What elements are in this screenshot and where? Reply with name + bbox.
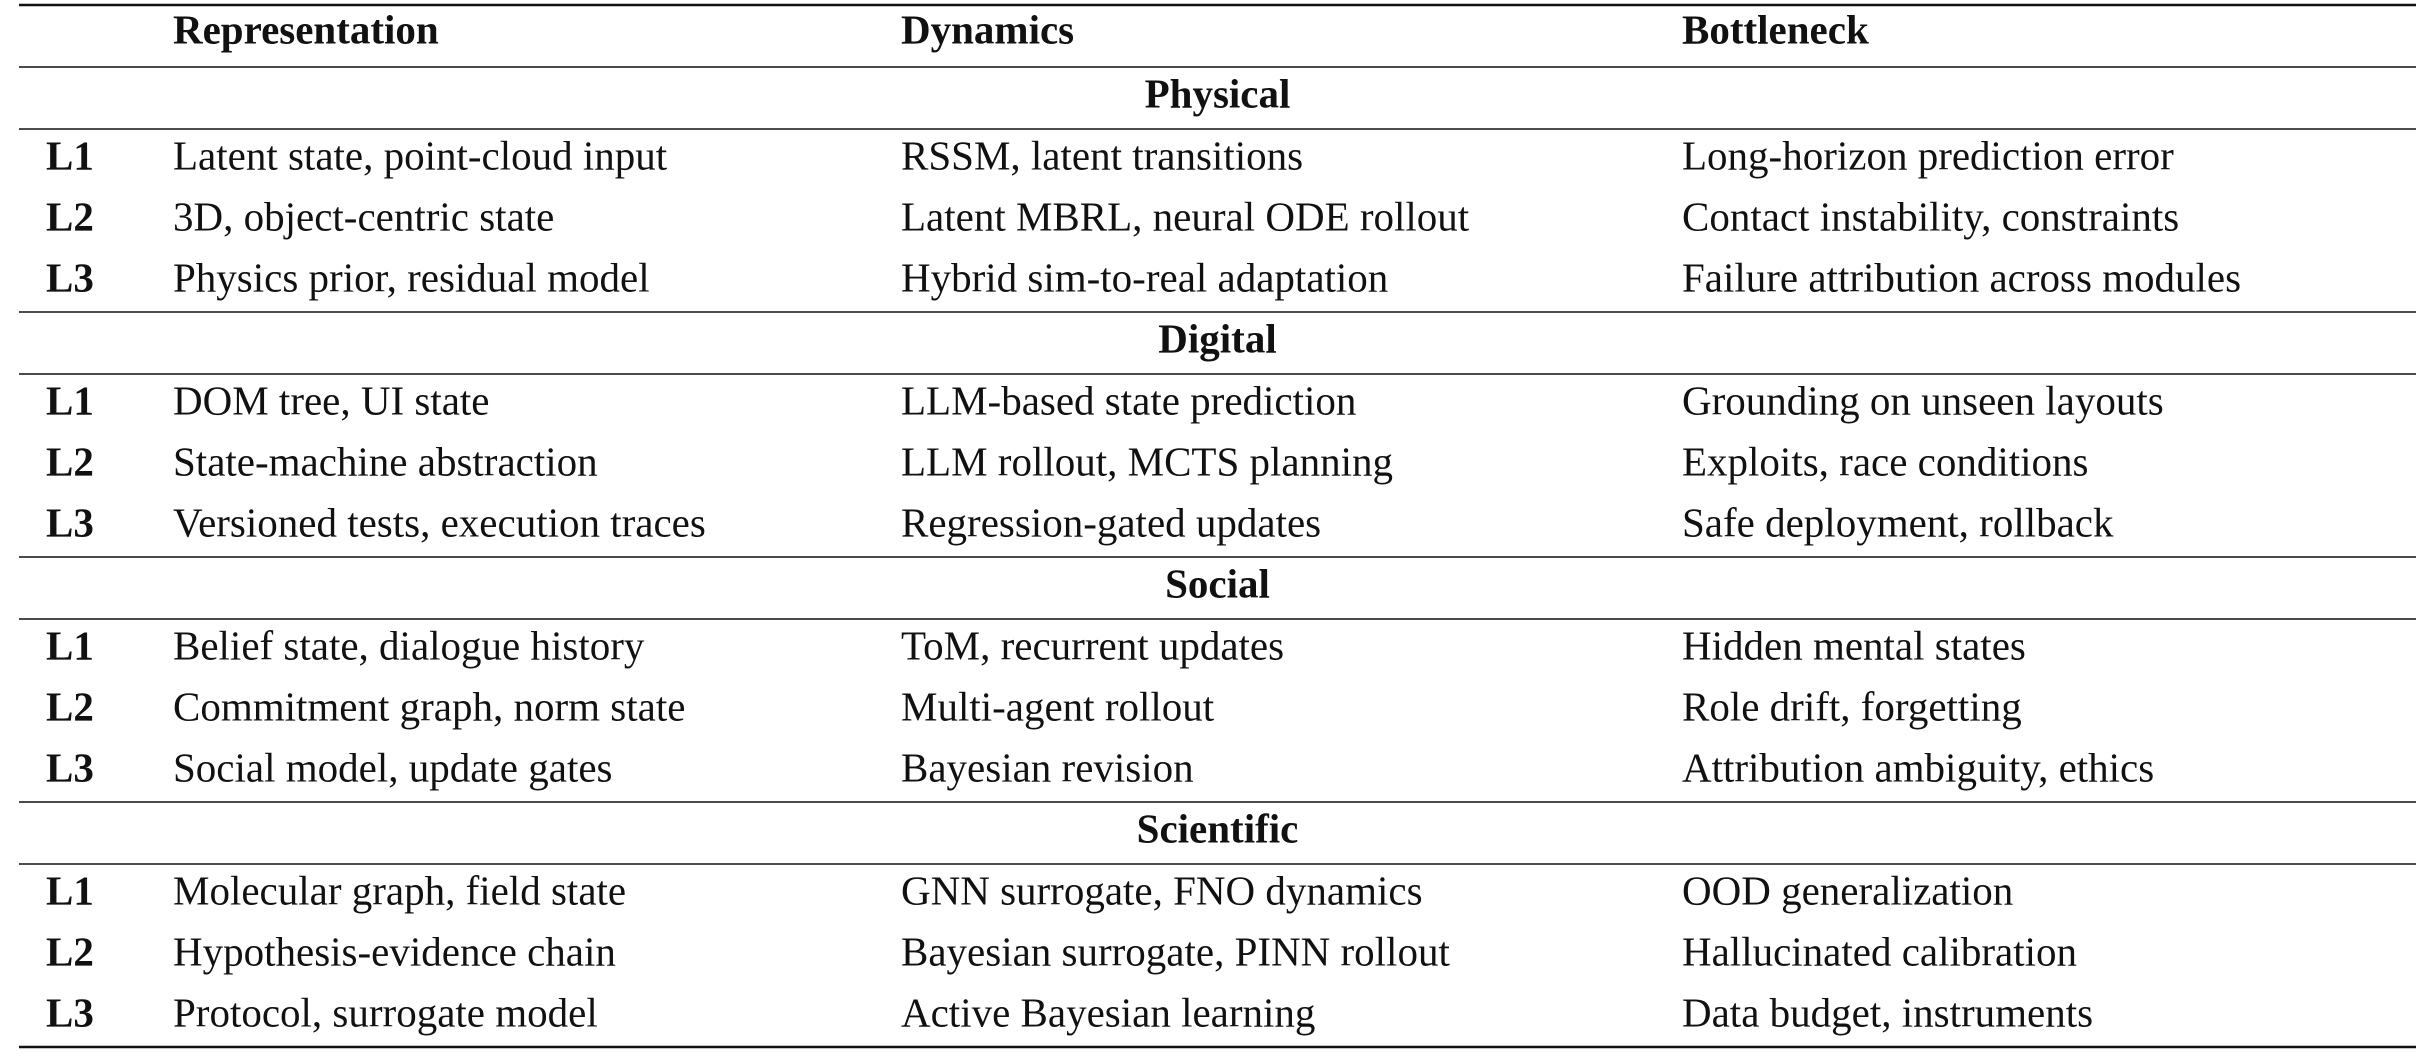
- cell: Failure attribution across modules: [1682, 254, 2241, 300]
- cell: OOD generalization: [1682, 867, 2013, 913]
- column-header: Representation: [173, 6, 439, 52]
- cell: Bayesian surrogate, PINN rollout: [901, 928, 1450, 974]
- row-level: L1: [46, 867, 94, 913]
- cell: DOM tree, UI state: [173, 377, 490, 423]
- cell: Data budget, instruments: [1682, 989, 2093, 1035]
- cell: Hidden mental states: [1682, 622, 2026, 668]
- row-level: L2: [46, 438, 94, 484]
- section-title: Digital: [1158, 315, 1276, 361]
- cell: Attribution ambiguity, ethics: [1682, 744, 2154, 790]
- row-level: L3: [46, 989, 94, 1035]
- section-title: Physical: [1145, 70, 1291, 116]
- cell: LLM-based state prediction: [901, 377, 1356, 423]
- cell: Hypothesis-evidence chain: [173, 928, 616, 974]
- cell: Belief state, dialogue history: [173, 622, 645, 668]
- cell: Contact instability, constraints: [1682, 193, 2179, 239]
- column-header: Bottleneck: [1682, 6, 1869, 52]
- cell: Commitment graph, norm state: [173, 683, 685, 729]
- row-level: L2: [46, 193, 94, 239]
- cell: Hybrid sim-to-real adaptation: [901, 254, 1388, 300]
- cell: Protocol, surrogate model: [173, 989, 598, 1035]
- cell: Multi-agent rollout: [901, 683, 1215, 729]
- row-level: L2: [46, 683, 94, 729]
- cell: GNN surrogate, FNO dynamics: [901, 867, 1423, 913]
- row-level: L1: [46, 622, 94, 668]
- cell: Active Bayesian learning: [901, 989, 1315, 1035]
- cell: Long-horizon prediction error: [1682, 132, 2174, 178]
- cell: Grounding on unseen layouts: [1682, 377, 2164, 423]
- cell: Role drift, forgetting: [1682, 683, 2022, 729]
- cell: Physics prior, residual model: [173, 254, 650, 300]
- section-title: Scientific: [1137, 805, 1299, 851]
- cell: ToM, recurrent updates: [901, 622, 1284, 668]
- cell: 3D, object-centric state: [173, 193, 554, 239]
- cell: Regression-gated updates: [901, 499, 1321, 545]
- cell: Versioned tests, execution traces: [173, 499, 706, 545]
- cell: Bayesian revision: [901, 744, 1194, 790]
- row-level: L2: [46, 928, 94, 974]
- cell: LLM rollout, MCTS planning: [901, 438, 1393, 484]
- cell: Safe deployment, rollback: [1682, 499, 2114, 545]
- cell: Exploits, race conditions: [1682, 438, 2089, 484]
- cell: Social model, update gates: [173, 744, 613, 790]
- row-level: L1: [46, 377, 94, 423]
- cell: Hallucinated calibration: [1682, 928, 2077, 974]
- section-title: Social: [1165, 560, 1270, 606]
- cell: Molecular graph, field state: [173, 867, 626, 913]
- cell: Latent MBRL, neural ODE rollout: [901, 193, 1470, 239]
- row-level: L1: [46, 132, 94, 178]
- cell: Latent state, point-cloud input: [173, 132, 668, 178]
- cell: RSSM, latent transitions: [901, 132, 1303, 178]
- cell: State-machine abstraction: [173, 438, 598, 484]
- row-level: L3: [46, 499, 94, 545]
- row-level: L3: [46, 254, 94, 300]
- row-level: L3: [46, 744, 94, 790]
- column-header: Dynamics: [901, 6, 1074, 52]
